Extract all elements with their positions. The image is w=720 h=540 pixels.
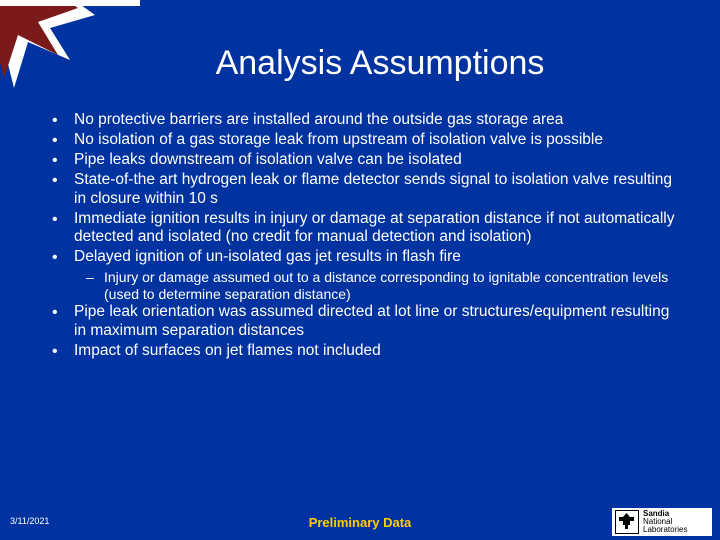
sandia-logo: Sandia National Laboratories [612,508,712,536]
thunderbird-icon [615,510,639,534]
sub-bullet-item: Injury or damage assumed out to a distan… [74,269,676,302]
sub-bullet-list: Injury or damage assumed out to a distan… [74,269,676,302]
slide-footer: 3/11/2021 Preliminary Data Sandia Nation… [0,508,720,540]
bullet-item: Pipe leaks downstream of isolation valve… [44,151,676,170]
bullet-item: State-of-the art hydrogen leak or flame … [44,171,676,209]
corner-star-graphic [0,0,140,100]
bullet-list: No protective barriers are installed aro… [44,111,676,361]
logo-text: Sandia National Laboratories [643,510,687,534]
slide-body: No protective barriers are installed aro… [0,111,720,361]
bullet-item: Delayed ignition of un-isolated gas jet … [44,248,676,302]
bullet-item: No isolation of a gas storage leak from … [44,131,676,150]
bullet-item: Impact of surfaces on jet flames not inc… [44,342,676,361]
bullet-text: Delayed ignition of un-isolated gas jet … [74,248,461,265]
logo-line: Laboratories [643,525,687,534]
bullet-item: Immediate ignition results in injury or … [44,210,676,248]
bullet-item: Pipe leak orientation was assumed direct… [44,303,676,341]
bullet-item: No protective barriers are installed aro… [44,111,676,130]
